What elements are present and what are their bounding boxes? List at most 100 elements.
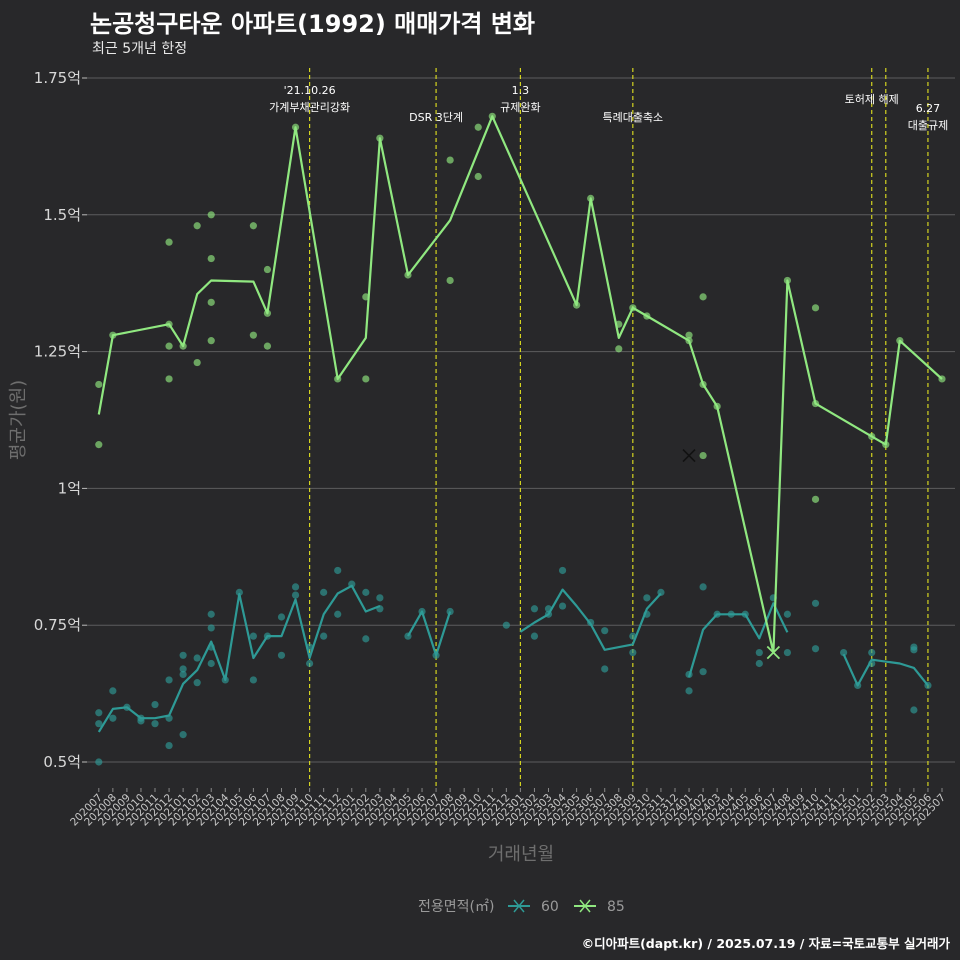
series-60-point [151, 700, 159, 709]
series-60-point [207, 659, 215, 668]
series-60-line [407, 610, 452, 657]
legend-items: 60 85 [508, 899, 625, 915]
event-label: DSR 3단계 [409, 111, 463, 124]
series-60-point [685, 687, 693, 695]
legend-item-60: 60 [508, 899, 559, 915]
series-85-point [474, 172, 482, 181]
y-tick-label: 0.75억 [34, 616, 81, 634]
series-85-point [811, 304, 820, 312]
series-60-point [291, 583, 300, 591]
series-60-point [277, 613, 286, 621]
series-85-point [699, 293, 707, 301]
series-85-point [95, 441, 103, 449]
series-85-point [207, 211, 215, 219]
series-60-point [334, 566, 342, 575]
series-60-point [910, 706, 918, 714]
series-85-point [165, 375, 173, 383]
legend-title: 전용면적(㎡) [418, 899, 494, 915]
series-60-point [95, 758, 103, 766]
series-60-point [249, 676, 257, 684]
series-60-point [109, 687, 117, 695]
series-85-point [615, 345, 623, 353]
series-60-point [291, 591, 300, 599]
series-85-point [95, 380, 103, 389]
series-60-point [530, 605, 539, 613]
series-85-point [249, 222, 257, 230]
series-60-point [643, 594, 651, 602]
series-layer [95, 112, 946, 766]
series-60-point [306, 659, 314, 668]
series-60-point [699, 668, 707, 676]
series-60-point [376, 594, 384, 602]
legend: 전용면적(㎡) 60 85 [418, 899, 625, 915]
event-label: 6.27 [916, 102, 941, 115]
series-60-line [687, 602, 789, 678]
series-60-point [165, 676, 173, 684]
series-60-point [362, 635, 370, 643]
series-60-point [699, 583, 707, 591]
series-60-point [179, 665, 187, 673]
series-60-point [868, 648, 876, 657]
series-60-point [558, 602, 567, 610]
series-60-point [207, 624, 215, 632]
series-85-point [193, 222, 201, 230]
y-axis-title: 평균가(원) [8, 380, 29, 460]
series-85-point [699, 451, 707, 460]
series-85-x-mark [766, 645, 780, 660]
series-60-point [95, 720, 103, 728]
series-85-point [193, 358, 201, 367]
y-tick-label: 1억 [58, 479, 81, 497]
event-label: 1.3 [512, 84, 530, 97]
series-60-point [151, 720, 159, 728]
series-60-point [179, 651, 187, 659]
series-60-point [95, 709, 103, 717]
series-60-point [601, 665, 609, 673]
series-85-point [263, 265, 272, 274]
event-label: 특례대출축소 [602, 111, 663, 124]
series-60-point [320, 632, 328, 640]
series-60-point [811, 645, 820, 653]
legend-swatch-x [579, 899, 591, 913]
event-label: 대출규제 [908, 119, 948, 132]
series-60-point [783, 648, 792, 657]
legend-label-60: 60 [541, 899, 559, 915]
series-60-point [601, 627, 609, 635]
series-60-point [277, 651, 286, 659]
series-60-point [334, 610, 342, 618]
chart-subtitle: 최근 5개년 한정 [92, 41, 188, 57]
series-60-line [519, 588, 662, 651]
series-60-point [755, 659, 763, 668]
y-tick-label: 1.5억 [43, 206, 81, 224]
x-mark-stroke [766, 645, 780, 660]
series-60-point [910, 646, 918, 654]
series-60-point [165, 741, 173, 750]
series-60-point [179, 731, 187, 739]
x-mark-stroke [682, 449, 696, 463]
event-label: 토허제 해제 [845, 92, 899, 106]
legend-swatch-x [513, 899, 525, 913]
series-60-line [842, 653, 929, 687]
legend-item-85: 85 [574, 899, 625, 915]
series-85-point [249, 331, 257, 339]
series-85-point [446, 276, 454, 285]
legend-label-85: 85 [607, 899, 625, 915]
series-60-point [207, 610, 215, 618]
event-label: 규제완화 [500, 101, 540, 114]
series-85-point [362, 375, 370, 383]
x-axis-ticks: 2020072020082020092020102020112020122021… [68, 788, 948, 828]
series-85-point [263, 342, 272, 350]
series-85-point [207, 337, 215, 345]
series-85-point [474, 123, 482, 131]
series-85-point [685, 331, 693, 339]
series-85-x-mark [682, 449, 696, 463]
series-60-point [179, 670, 187, 679]
series-85-point [165, 238, 173, 246]
series-60-point [249, 632, 257, 640]
series-60-point [320, 588, 328, 596]
series-60-point [629, 648, 637, 657]
series-60-point [193, 654, 201, 662]
series-60-point [811, 599, 820, 607]
series-60-point [502, 621, 510, 629]
